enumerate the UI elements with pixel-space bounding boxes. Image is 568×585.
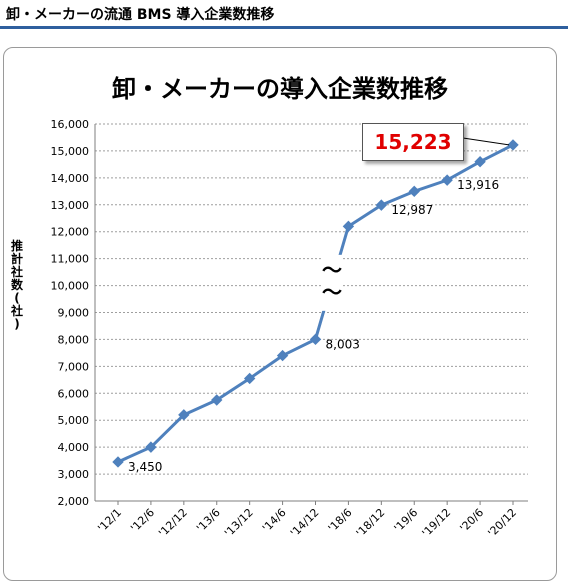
data-point: [178, 409, 190, 421]
y-tick-label: 8,000: [58, 333, 90, 346]
x-tick-label: '18/12: [354, 506, 388, 540]
chart-title: 卸・メーカーの導入企業数推移: [112, 75, 448, 103]
data-label: 8,003: [326, 337, 360, 351]
x-tick-label: '20/12: [485, 506, 519, 540]
y-axis-label: 推計社数(社): [10, 239, 23, 331]
y-tick-label: 12,000: [51, 226, 90, 239]
y-tick-label: 13,000: [51, 199, 90, 212]
data-point: [441, 174, 453, 186]
data-point: [211, 394, 223, 406]
x-tick-label: '13/12: [222, 506, 256, 540]
data-point: [276, 349, 289, 362]
data-label: 3,450: [128, 460, 162, 474]
data-point: [112, 456, 124, 468]
y-tick-label: 4,000: [58, 441, 90, 454]
data-point: [375, 199, 388, 211]
x-tick-label: '12/1: [95, 506, 124, 535]
x-tick-label: '13/6: [194, 506, 223, 535]
callout-box: 15,223: [362, 123, 464, 161]
x-tick-label: '19/6: [392, 506, 421, 535]
x-tick-label: '14/6: [260, 506, 289, 535]
data-point: [243, 372, 256, 385]
y-tick-label: 14,000: [51, 172, 90, 185]
x-tick-label: '12/12: [156, 506, 190, 540]
data-point: [408, 185, 420, 198]
break-symbol: 〜: [322, 280, 342, 304]
x-tick-label: '14/12: [288, 506, 322, 540]
y-tick-label: 5,000: [58, 414, 90, 427]
x-tick-label: '20/6: [457, 506, 486, 535]
data-label: 13,916: [457, 178, 499, 192]
y-tick-label: 15,000: [51, 145, 90, 158]
data-point: [309, 333, 322, 346]
data-label: 12,987: [391, 203, 433, 217]
y-tick-label: 10,000: [51, 280, 90, 293]
x-tick-label: '12/6: [128, 506, 157, 535]
callout-leader: [462, 137, 510, 146]
x-tick-label: '19/12: [420, 506, 454, 540]
data-point: [507, 139, 519, 151]
x-tick-label: '18/6: [326, 506, 355, 535]
data-point: [342, 220, 355, 233]
series-line: [117, 143, 514, 464]
data-point: [145, 441, 157, 453]
y-tick-label: 7,000: [58, 360, 90, 373]
y-tick-label: 6,000: [58, 387, 90, 400]
page-heading: 卸・メーカーの流通 BMS 導入企業数推移: [6, 7, 275, 23]
y-tick-label: 11,000: [51, 253, 90, 266]
y-tick-label: 2,000: [58, 495, 90, 508]
y-tick-label: 3,000: [58, 468, 90, 481]
y-tick-label: 9,000: [58, 307, 90, 320]
heading-rule: [0, 26, 568, 29]
data-point: [474, 155, 486, 168]
break-symbol: 〜: [322, 258, 342, 282]
y-tick-label: 16,000: [51, 118, 90, 131]
break-mask: [320, 254, 343, 311]
